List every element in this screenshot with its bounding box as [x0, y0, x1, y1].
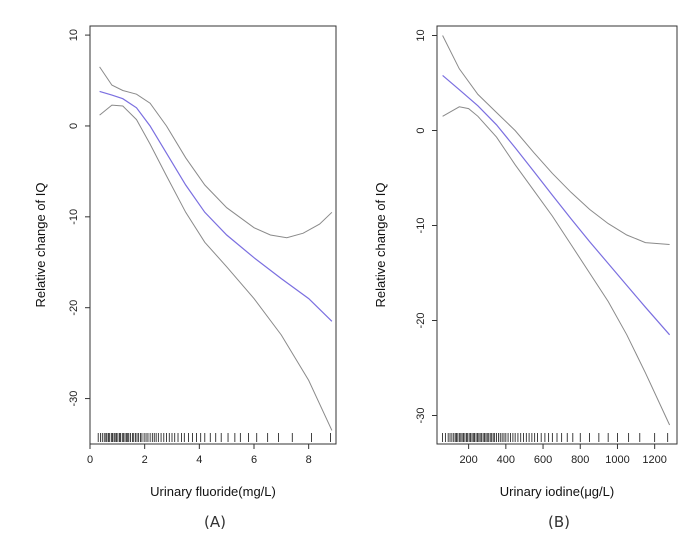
y-axis-label-a: Relative change of IQ: [33, 182, 48, 307]
fit-line-a: [99, 90, 333, 322]
lower-ci-line-b: [442, 106, 671, 426]
x-tick-label-b: 400: [497, 454, 515, 466]
y-tick-label-a: 0: [68, 123, 80, 129]
y-axis-label-b: Relative change of IQ: [373, 182, 388, 307]
y-tick-label-a: -20: [68, 300, 80, 316]
panel-b: 10 0 -10 -20 -30 200 400 600 800 1000 1200 Relative…: [373, 25, 678, 531]
y-tick-label-a: -30: [68, 391, 80, 407]
lower-ci-line-a: [99, 104, 333, 431]
x-tick-label-a: 2: [142, 454, 148, 466]
upper-ci-line-b: [442, 35, 670, 245]
x-tick-label-b: 1000: [605, 454, 629, 466]
y-tick-label-b: 0: [415, 127, 427, 133]
y-tick-label-a: -10: [68, 209, 80, 225]
panel-label-a: (A): [204, 513, 226, 531]
y-tick-label-a: 10: [68, 29, 80, 41]
x-tick-label-a: 4: [196, 454, 202, 466]
x-tick-label-b: 600: [534, 454, 552, 466]
x-tick-label-b: 1200: [642, 454, 666, 466]
plot-frame-a: [89, 25, 337, 445]
x-tick-label-a: 6: [251, 454, 257, 466]
y-tick-label-b: -10: [415, 218, 427, 234]
y-tick-label-b: 10: [415, 29, 427, 41]
panel-a: 10 0 -10 -20 -30 0 2 4 6 8 Relative change of IQ Ur…: [33, 25, 337, 531]
x-tick-label-a: 8: [306, 454, 312, 466]
x-tick-label-a: 0: [87, 454, 93, 466]
y-tick-label-b: -30: [415, 408, 427, 424]
fit-line-b: [442, 74, 671, 336]
x-tick-label-b: 200: [459, 454, 477, 466]
x-axis-label-b: Urinary iodine(μg/L): [500, 484, 614, 499]
panel-label-b: (B): [548, 513, 570, 531]
y-tick-label-b: -20: [415, 313, 427, 329]
x-tick-label-b: 800: [571, 454, 589, 466]
plot-frame-b: [436, 25, 678, 445]
x-axis-label-a: Urinary fluoride(mg/L): [150, 484, 276, 499]
upper-ci-line-a: [99, 66, 333, 239]
